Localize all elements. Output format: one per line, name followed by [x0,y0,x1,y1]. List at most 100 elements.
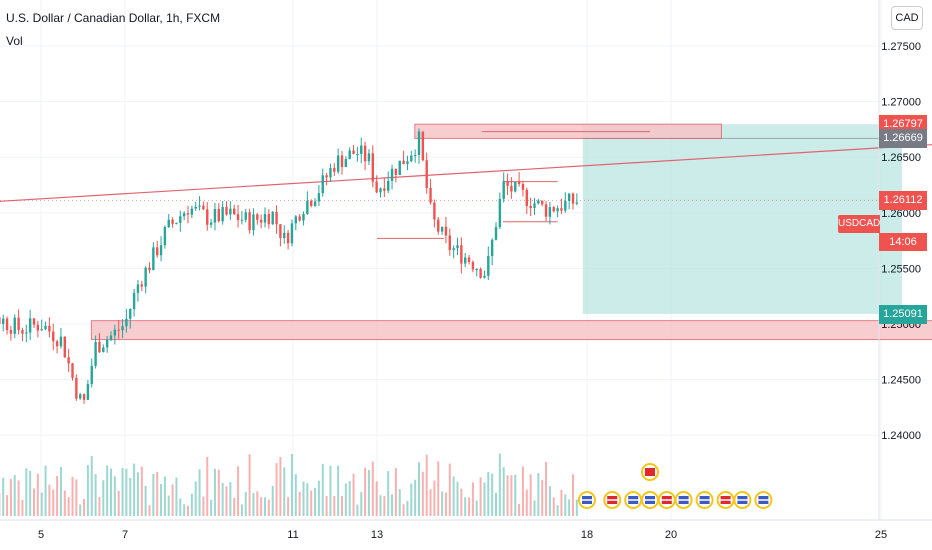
candle-body [36,324,40,331]
candle-body [294,216,297,224]
candle-body [348,150,351,160]
volume-bar [398,489,401,516]
candle-body [129,308,132,319]
candle-body [125,318,128,327]
candle-body [352,150,355,155]
candle-body [182,213,186,217]
candle-body [298,216,301,221]
volume-bar [537,473,540,516]
drawing-overlays[interactable] [0,123,932,341]
symbol-tag: USDCAD [838,215,880,233]
event-flag-icon[interactable] [716,491,735,509]
candle-body [175,222,178,224]
volume-bar [240,504,243,516]
volume-bar [56,475,59,516]
x-tick-label: 18 [581,529,593,541]
candle-body [413,155,417,157]
candle-body [498,198,502,228]
volume-bar [136,472,139,516]
candle-body [506,181,509,186]
event-flag-icon[interactable] [578,491,596,509]
volume-bar [175,477,178,516]
volume-bar [448,463,451,516]
event-flag-icon[interactable] [603,491,622,509]
event-flag-icon[interactable] [674,491,693,509]
volume-bars [0,453,578,516]
event-flag-icon[interactable] [695,491,714,509]
candle-body [340,155,344,167]
volume-bar [183,504,186,516]
volume-bar [464,497,467,516]
support-zone[interactable] [90,320,932,341]
candle-body [410,155,413,162]
volume-bar [221,482,224,516]
volume-bar [310,490,313,516]
candle-body [321,175,324,194]
x-tick-label: 13 [371,529,383,541]
currency-button[interactable]: CAD [891,6,923,30]
x-tick-label: 25 [875,529,887,541]
volume-bar [391,494,394,516]
event-flag-icon[interactable] [657,491,676,509]
volume-bar [264,497,266,516]
volume-bar [160,484,163,516]
volume-bar [117,490,120,516]
volume-bar [387,471,390,516]
volume-bar [9,479,12,516]
candle-body [564,200,567,211]
volume-bar [48,484,51,516]
volume-bar [314,487,317,516]
volume-bar [302,481,305,516]
x-tick-label: 7 [122,529,128,541]
volume-bar [344,483,347,516]
candle-body [156,247,159,256]
candle-body [5,318,9,330]
candle-body [9,329,13,334]
candle-body [244,212,247,220]
volume-bar [206,456,209,516]
volume-bar [383,496,386,516]
trendline[interactable] [0,129,932,204]
candle-body [363,145,367,162]
volume-bar [321,463,324,516]
volume-bar [71,476,74,516]
volume-bar [471,482,474,516]
candle-body [52,331,55,342]
candle-body [79,394,82,399]
candle-body [198,205,201,207]
candle-body [517,181,521,184]
candle-body [25,332,28,334]
candle-body [544,204,548,217]
candle-body [333,167,336,172]
candle-body [152,247,155,271]
volume-bar [121,468,124,516]
event-flag-icon[interactable] [754,491,773,509]
event-flag-icon[interactable] [641,491,659,509]
candle-body [82,394,86,400]
volume-bar [171,484,174,516]
canada-flag-icon[interactable] [641,463,659,481]
time-axis[interactable]: 57111318202527May [38,529,932,541]
candle-body [360,145,363,154]
volume-bar [86,464,89,516]
candle-body [510,185,513,192]
volume-bar [98,496,101,516]
economic-events[interactable] [578,463,773,509]
volume-bar [110,468,112,516]
candle-body [229,208,232,215]
volume-indicator-label[interactable]: Vol [6,34,23,48]
candle-body [552,207,555,212]
candle-body [437,219,440,232]
event-flag-icon[interactable] [624,491,643,509]
candle-body [102,347,105,353]
candle-body [248,212,251,231]
volume-bar [40,492,43,516]
candle-body [329,167,332,178]
event-flag-icon[interactable] [733,491,752,509]
price-tag: 1.25091 [879,304,927,324]
candle-body [467,257,471,263]
volume-bar [229,482,232,516]
volume-bar [514,474,517,516]
volume-bar [283,467,286,516]
